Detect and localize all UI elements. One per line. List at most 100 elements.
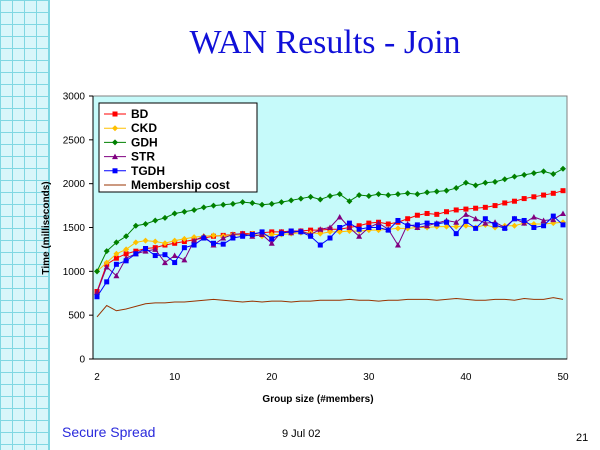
data-point (200, 204, 207, 211)
data-point (346, 220, 352, 226)
legend-box (98, 102, 258, 193)
data-point (462, 211, 469, 217)
data-point (473, 225, 479, 231)
data-point (132, 222, 139, 229)
data-point (473, 205, 479, 211)
footer-date: 9 Jul 02 (282, 428, 321, 440)
data-point (142, 237, 149, 244)
data-point (191, 242, 197, 248)
data-point (191, 237, 198, 244)
data-point (356, 233, 363, 239)
data-point (123, 233, 130, 240)
data-point (472, 215, 479, 222)
data-point (211, 240, 216, 246)
y-tick-label: 1500 (63, 223, 86, 234)
data-point (482, 216, 488, 222)
data-point (336, 191, 343, 198)
data-point (540, 168, 547, 175)
data-point (152, 253, 158, 259)
data-point (152, 217, 159, 224)
data-point (123, 258, 129, 264)
legend-entry: STR (104, 150, 155, 164)
data-point (511, 216, 517, 222)
data-point (366, 225, 372, 230)
data-point (103, 259, 110, 266)
data-point (317, 226, 324, 232)
legend-label: BD (131, 107, 149, 121)
data-point (297, 195, 304, 202)
data-point (356, 226, 362, 232)
series-tgdh (94, 213, 566, 300)
data-point (463, 218, 469, 224)
data-point (112, 139, 118, 146)
data-point (171, 237, 178, 244)
data-point (201, 235, 207, 241)
data-point (113, 250, 120, 257)
data-point (560, 210, 566, 216)
x-tick-label: 2 (94, 372, 100, 383)
data-point (463, 206, 469, 212)
data-point (307, 193, 314, 200)
data-point (433, 188, 440, 195)
data-point (191, 234, 198, 241)
data-point (123, 246, 130, 253)
data-point (288, 197, 295, 204)
data-point (161, 214, 168, 221)
data-point (424, 189, 431, 196)
data-point (171, 252, 178, 259)
data-point (161, 240, 168, 247)
data-point (414, 222, 420, 228)
data-point (482, 204, 488, 210)
data-point (298, 229, 304, 235)
data-point (268, 200, 275, 207)
data-point (133, 251, 139, 257)
data-point (259, 229, 265, 235)
y-tick-label: 2000 (63, 179, 86, 190)
data-point (424, 210, 430, 216)
legend-label: STR (131, 150, 155, 164)
data-point (181, 235, 188, 242)
data-point (365, 192, 372, 199)
data-point (112, 111, 118, 117)
data-point (269, 236, 275, 242)
data-point (541, 223, 547, 229)
data-point (462, 222, 469, 229)
data-point (152, 246, 159, 252)
data-point (385, 192, 392, 199)
data-point (278, 199, 285, 206)
data-point (181, 245, 187, 251)
data-point (395, 217, 401, 223)
data-point (453, 223, 460, 230)
data-point (414, 191, 421, 198)
data-point (404, 190, 411, 197)
data-point (210, 202, 217, 209)
data-point (268, 240, 275, 246)
data-point (550, 213, 556, 219)
data-point (560, 222, 566, 228)
data-point (220, 235, 227, 241)
data-point (502, 200, 508, 206)
data-point (336, 213, 343, 220)
data-point (444, 209, 449, 215)
data-point (560, 165, 566, 172)
data-point (550, 190, 556, 196)
data-point (113, 272, 120, 279)
data-point (424, 220, 430, 226)
data-point (501, 176, 508, 183)
data-point (94, 289, 100, 295)
data-point (317, 230, 324, 237)
data-point (327, 228, 333, 235)
data-point (434, 211, 440, 217)
data-point (152, 238, 159, 245)
slide-title: WAN Results - Join (189, 24, 461, 61)
data-point (482, 179, 489, 186)
y-axis: 0 500 1000 1500 2000 2500 3000 (63, 92, 94, 366)
data-point (521, 217, 527, 223)
legend-entry: TGDH (104, 164, 165, 178)
data-point (530, 170, 537, 177)
data-point (385, 221, 391, 227)
series-gdh (94, 165, 566, 275)
data-point (492, 203, 498, 209)
data-point (346, 198, 353, 205)
